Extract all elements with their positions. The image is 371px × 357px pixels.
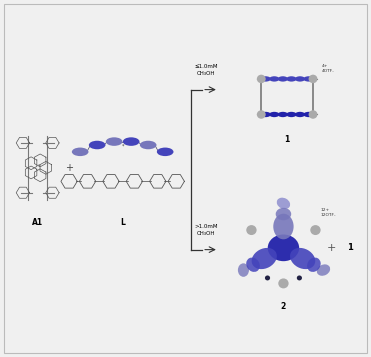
Text: *: * bbox=[37, 164, 40, 169]
Circle shape bbox=[257, 75, 266, 83]
Ellipse shape bbox=[72, 147, 88, 156]
Circle shape bbox=[309, 75, 318, 83]
Ellipse shape bbox=[268, 235, 299, 261]
Ellipse shape bbox=[246, 257, 260, 272]
Ellipse shape bbox=[140, 141, 157, 149]
Ellipse shape bbox=[303, 76, 314, 82]
Ellipse shape bbox=[273, 214, 293, 239]
Ellipse shape bbox=[252, 248, 277, 269]
Ellipse shape bbox=[157, 147, 174, 156]
Text: +: + bbox=[327, 243, 336, 253]
Circle shape bbox=[265, 276, 270, 281]
Ellipse shape bbox=[260, 76, 271, 82]
Text: 4+
4OTF-: 4+ 4OTF- bbox=[322, 64, 335, 72]
Text: *: * bbox=[121, 144, 124, 149]
Ellipse shape bbox=[89, 141, 105, 149]
Circle shape bbox=[278, 278, 289, 288]
Text: 12+
12OTF-: 12+ 12OTF- bbox=[321, 208, 336, 217]
Text: +: + bbox=[65, 163, 73, 173]
Ellipse shape bbox=[278, 112, 288, 117]
Ellipse shape bbox=[303, 112, 314, 117]
Text: L: L bbox=[120, 218, 125, 227]
Ellipse shape bbox=[123, 137, 139, 146]
Ellipse shape bbox=[317, 264, 330, 276]
Text: ≤1.0mM
CH₃OH: ≤1.0mM CH₃OH bbox=[194, 65, 218, 76]
Ellipse shape bbox=[260, 112, 271, 117]
Ellipse shape bbox=[295, 112, 305, 117]
Ellipse shape bbox=[277, 198, 290, 209]
Circle shape bbox=[309, 110, 318, 119]
Ellipse shape bbox=[295, 76, 305, 82]
Circle shape bbox=[297, 276, 302, 281]
Circle shape bbox=[257, 110, 266, 119]
Text: >1.0mM
CH₃OH: >1.0mM CH₃OH bbox=[194, 225, 218, 236]
Ellipse shape bbox=[290, 248, 315, 269]
Ellipse shape bbox=[276, 208, 291, 220]
Ellipse shape bbox=[238, 263, 249, 277]
Ellipse shape bbox=[286, 112, 296, 117]
Ellipse shape bbox=[307, 257, 321, 272]
Text: 1: 1 bbox=[347, 243, 353, 252]
Text: 2: 2 bbox=[281, 302, 286, 311]
Ellipse shape bbox=[278, 76, 288, 82]
Ellipse shape bbox=[286, 76, 296, 82]
Ellipse shape bbox=[269, 112, 279, 117]
Circle shape bbox=[310, 225, 321, 235]
Circle shape bbox=[246, 225, 257, 235]
Text: A1: A1 bbox=[32, 218, 43, 227]
Ellipse shape bbox=[269, 76, 279, 82]
Text: 1: 1 bbox=[285, 135, 290, 144]
Ellipse shape bbox=[106, 137, 122, 146]
